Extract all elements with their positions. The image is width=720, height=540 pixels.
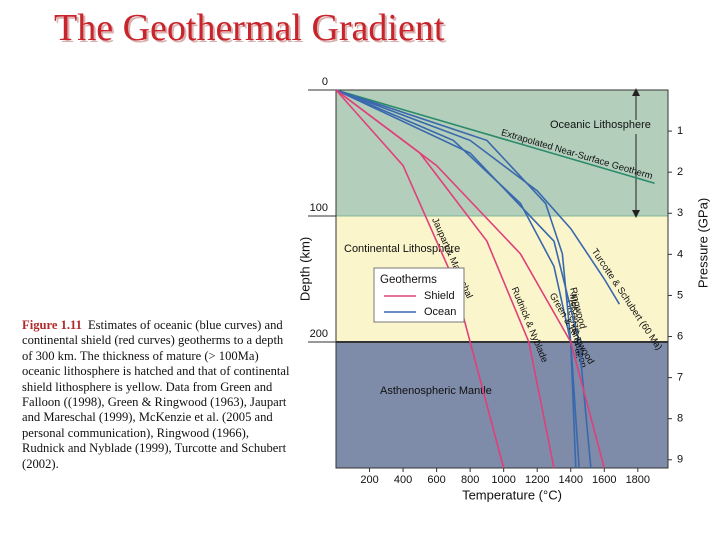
y2-axis-label: Pressure (GPa): [695, 198, 710, 288]
region-label: Oceanic Lithosphere: [550, 119, 651, 131]
y2-tick-label: 7: [677, 372, 683, 384]
x-tick-label: 1000: [491, 474, 515, 486]
geotherm-line: [335, 89, 592, 469]
geotherm-line: [335, 89, 655, 185]
y2-tick-label: 4: [677, 248, 683, 260]
legend-entry: Shield: [424, 290, 455, 302]
x-tick-label: 200: [360, 474, 378, 486]
y-tick-label: 100: [310, 202, 328, 214]
x-tick-label: 800: [461, 474, 479, 486]
y-tick-label: 200: [310, 328, 328, 340]
plot-frame: [335, 89, 669, 469]
y2-tick-label: 1: [677, 125, 683, 137]
legend-title: Geotherms: [380, 274, 437, 286]
legend-box: [373, 267, 465, 323]
geotherm-line: [335, 89, 505, 469]
slide-title: The Geothermal Gradient: [54, 7, 445, 49]
y2-tick-label: 2: [677, 166, 683, 178]
y2-tick-label: 5: [677, 289, 683, 301]
region: [336, 342, 668, 468]
x-tick-label: 1800: [626, 474, 650, 486]
caption: Figure 1.11 Estimates of oceanic (blue cu…: [22, 318, 294, 472]
x-tick-label: 1400: [559, 474, 583, 486]
x-tick-label: 400: [394, 474, 412, 486]
y-axis-label: Depth (km): [297, 237, 312, 301]
caption-label: Figure 1.11: [22, 318, 82, 332]
geotherm-line: [335, 89, 606, 469]
y2-tick-label: 8: [677, 413, 683, 425]
y-tick-label: 0: [322, 76, 328, 88]
geotherm-line: [335, 89, 577, 469]
x-axis-label: Temperature (°C): [462, 487, 562, 502]
geotherm-line: [335, 89, 621, 305]
y2-tick-label: 3: [677, 207, 683, 219]
x-tick-label: 600: [427, 474, 445, 486]
legend-entry: Ocean: [424, 306, 456, 318]
y2-tick-label: 9: [677, 454, 683, 466]
x-tick-label: 1600: [592, 474, 616, 486]
region-label: Asthenospheric Mantle: [380, 385, 492, 397]
y2-tick-label: 6: [677, 330, 683, 342]
caption-text: Estimates of oceanic (blue curves) and c…: [22, 318, 290, 471]
x-tick-label: 1200: [525, 474, 549, 486]
region-label: Continental Lithosphere: [344, 243, 460, 255]
